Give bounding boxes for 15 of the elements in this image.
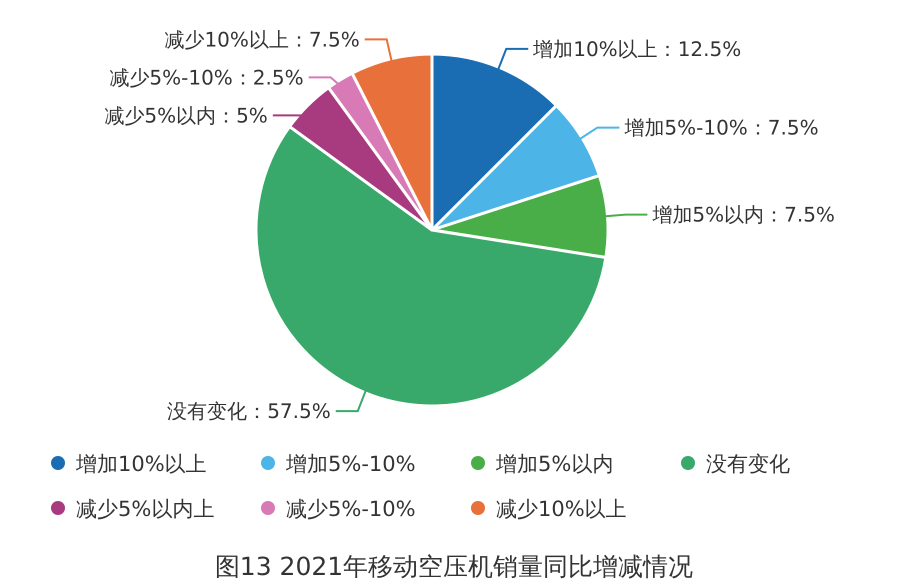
legend-label: 没有变化 (706, 452, 790, 476)
legend-label: 减少5%-10% (286, 497, 416, 521)
data-label: 增加5%以内：7.5% (651, 202, 835, 227)
legend-label: 增加5%-10% (285, 452, 416, 476)
data-label: 减少5%-10%：2.5% (109, 65, 304, 90)
legend-label: 减少5%以内上 (76, 497, 214, 521)
legend-label: 增加10%以上 (75, 452, 207, 476)
text: 图13 2021年移动空压机销量同比增减情况 (214, 552, 694, 581)
data-label: 减少10%以上：7.5% (164, 27, 360, 52)
legend-label: 增加5%以内 (495, 452, 614, 476)
data-label: 增加5%-10%：7.5% (623, 116, 819, 140)
data-label: 没有变化：57.5% (167, 399, 331, 424)
data-label: 增加10%以上：12.5% (532, 36, 742, 61)
data-label: 减少5%以内：5% (104, 103, 268, 128)
legend-label: 减少10%以上 (496, 497, 627, 521)
